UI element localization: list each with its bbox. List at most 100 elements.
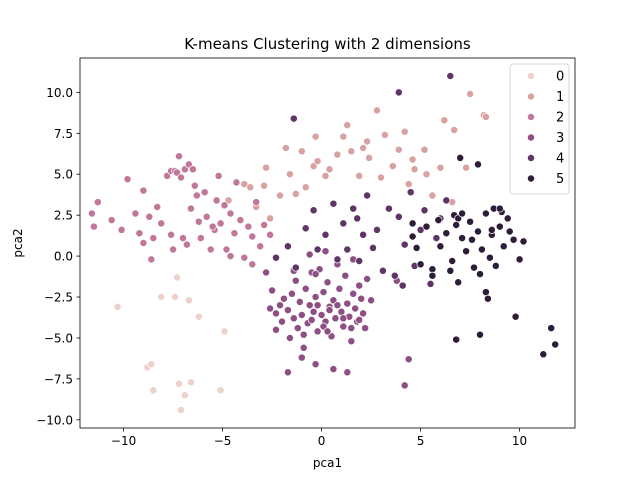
data-point-cluster-4: [442, 196, 451, 205]
data-point-cluster-2: [236, 216, 245, 225]
data-point-cluster-5: [462, 247, 471, 256]
data-point-cluster-4: [359, 230, 368, 239]
data-point-cluster-5: [408, 219, 417, 228]
data-point-cluster-2: [214, 171, 223, 180]
data-point-cluster-2: [194, 217, 203, 226]
data-point-cluster-2: [117, 225, 126, 234]
data-point-cluster-5: [503, 214, 512, 223]
y-tick-label: 0.0: [54, 250, 73, 264]
data-point-cluster-3: [285, 334, 294, 342]
data-point-cluster-5: [474, 160, 482, 169]
data-point-cluster-3: [359, 309, 368, 318]
data-point-cluster-3: [333, 301, 342, 310]
data-point-cluster-5: [458, 234, 467, 243]
data-point-cluster-1: [388, 162, 397, 171]
data-point-cluster-3: [313, 327, 322, 336]
data-point-cluster-3: [283, 368, 292, 377]
x-tick-label: −10: [111, 434, 136, 448]
data-point-cluster-4: [355, 257, 364, 265]
data-point-cluster-3: [301, 284, 310, 293]
x-tick-label: −5: [214, 434, 232, 448]
data-point-cluster-4: [373, 225, 381, 234]
data-point-cluster-1: [359, 144, 368, 152]
data-point-cluster-5: [428, 265, 437, 274]
y-tick-label: −10.0: [36, 413, 73, 427]
data-point-cluster-1: [422, 170, 431, 179]
legend-label-1: 1: [556, 90, 564, 105]
data-point-cluster-4: [291, 263, 300, 272]
data-point-cluster-0: [186, 378, 195, 387]
data-point-cluster-5: [446, 266, 455, 275]
data-point-cluster-5: [422, 222, 431, 231]
data-point-cluster-3: [309, 307, 318, 316]
legend-marker-3: [527, 133, 535, 142]
data-point-cluster-3: [266, 304, 275, 313]
data-point-cluster-1: [408, 155, 417, 164]
data-point-cluster-5: [456, 153, 465, 162]
data-point-cluster-2: [188, 165, 197, 174]
x-tick-label: 0: [318, 434, 326, 448]
data-point-cluster-2: [147, 255, 156, 264]
series-1: [224, 90, 490, 223]
data-point-cluster-1: [410, 165, 419, 174]
data-point-cluster-5: [495, 222, 504, 231]
data-point-cluster-1: [266, 214, 275, 223]
data-point-cluster-3: [321, 247, 330, 256]
data-point-cluster-4: [420, 206, 429, 215]
data-point-cluster-2: [135, 229, 144, 238]
data-point-cluster-3: [335, 284, 344, 293]
data-point-cluster-5: [481, 288, 490, 297]
data-point-cluster-1: [481, 112, 490, 121]
data-point-cluster-5: [470, 263, 478, 272]
data-point-cluster-0: [147, 360, 156, 369]
data-point-cluster-3: [307, 315, 316, 324]
data-point-cluster-4: [363, 191, 372, 200]
data-point-cluster-1: [347, 147, 356, 156]
x-tick-label: 10: [512, 434, 527, 448]
data-point-cluster-3: [347, 324, 356, 333]
data-point-cluster-5: [551, 340, 560, 349]
data-point-cluster-2: [226, 252, 235, 261]
data-point-cluster-5: [547, 324, 556, 333]
data-point-cluster-2: [169, 245, 178, 254]
series-3: [262, 247, 413, 390]
data-point-cluster-3: [339, 314, 348, 323]
data-point-cluster-3: [268, 286, 277, 295]
data-point-cluster-2: [182, 240, 191, 249]
data-point-cluster-0: [216, 386, 225, 395]
data-point-cluster-4: [313, 245, 322, 254]
data-point-cluster-3: [289, 314, 298, 323]
data-point-cluster-3: [283, 306, 292, 315]
data-point-cluster-5: [499, 242, 508, 251]
data-point-cluster-4: [333, 255, 342, 264]
data-point-cluster-4: [390, 271, 399, 280]
data-point-cluster-0: [194, 312, 203, 321]
data-point-cluster-2: [139, 186, 148, 195]
data-point-cluster-3: [293, 324, 302, 333]
data-point-cluster-3: [291, 276, 300, 285]
data-point-cluster-2: [222, 245, 231, 254]
data-point-cluster-1: [339, 132, 348, 141]
data-point-cluster-1: [291, 189, 300, 198]
data-point-cluster-3: [329, 365, 338, 374]
data-point-cluster-4: [349, 204, 358, 213]
data-point-cluster-4: [329, 199, 338, 208]
data-point-cluster-2: [175, 152, 183, 161]
series-2: [87, 152, 275, 269]
data-point-cluster-4: [378, 266, 387, 275]
data-point-cluster-3: [313, 301, 322, 310]
data-point-cluster-1: [276, 191, 284, 200]
data-point-cluster-5: [505, 227, 514, 236]
data-point-cluster-3: [319, 288, 328, 297]
data-point-cluster-2: [93, 198, 102, 207]
x-axis-label: pca1: [313, 456, 342, 470]
data-point-cluster-3: [272, 325, 280, 334]
data-point-cluster-2: [107, 216, 116, 225]
data-point-cluster-5: [408, 232, 417, 241]
data-point-cluster-2: [208, 222, 217, 231]
legend-label-5: 5: [556, 172, 564, 187]
data-point-cluster-1: [262, 163, 271, 172]
data-point-cluster-3: [400, 381, 409, 390]
data-point-cluster-4: [384, 204, 393, 213]
data-point-cluster-2: [226, 209, 235, 218]
